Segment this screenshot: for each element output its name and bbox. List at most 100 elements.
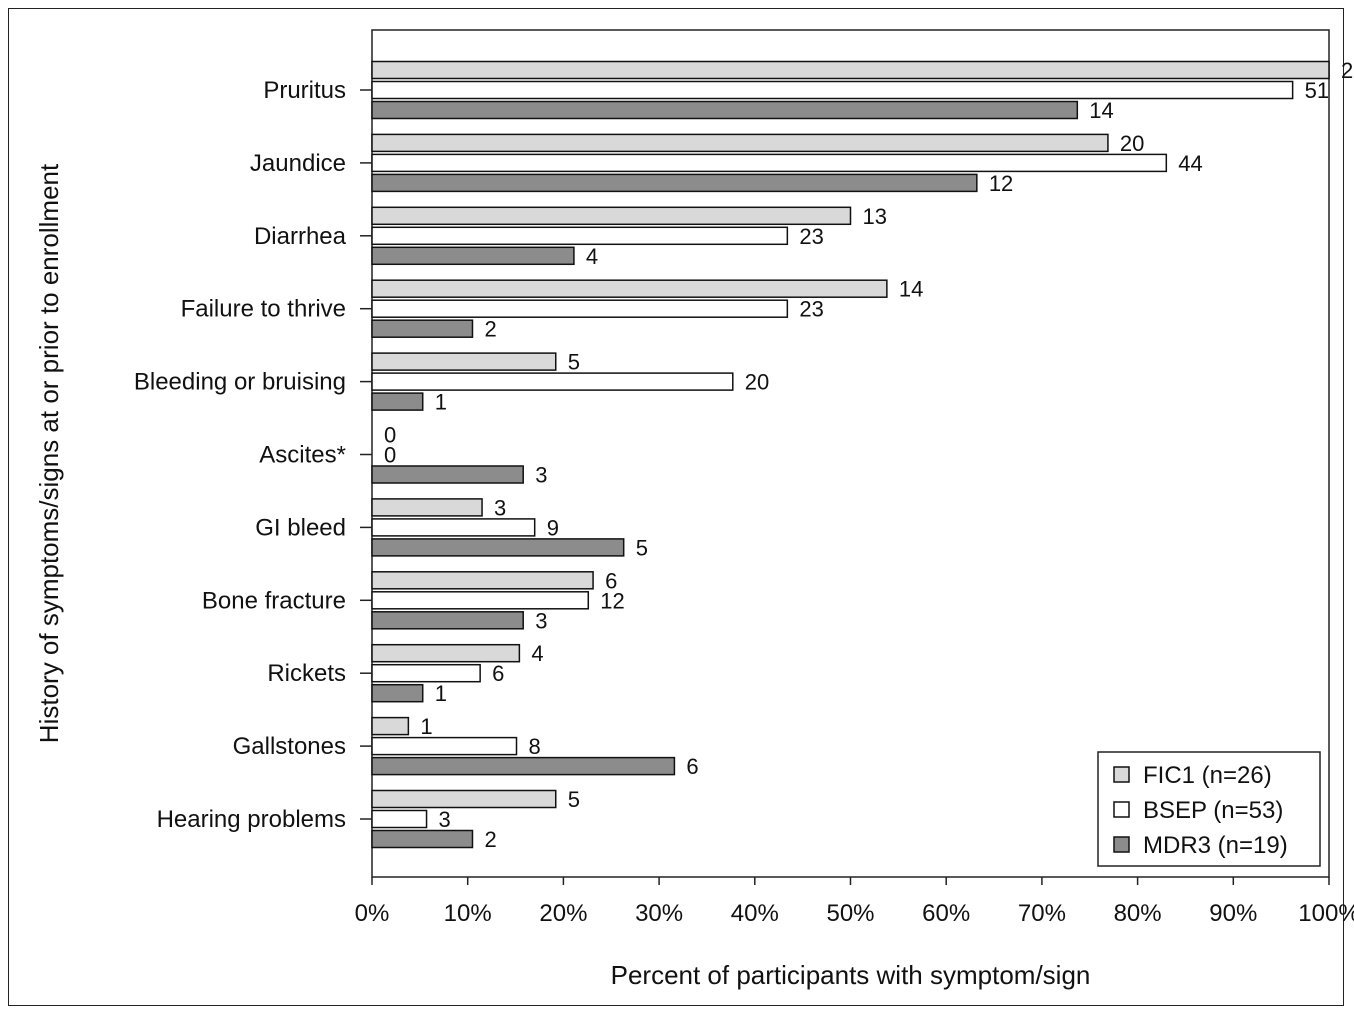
data-label: 1 [420, 714, 432, 739]
category-label: Gallstones [233, 733, 346, 760]
data-label: 51 [1305, 78, 1329, 103]
data-label: 8 [529, 734, 541, 759]
data-label: 0 [384, 423, 396, 448]
bar [371, 829, 474, 849]
data-label: 44 [1178, 151, 1202, 176]
legend-swatch [1113, 801, 1130, 818]
data-label: 3 [494, 495, 506, 520]
category-label: Diarrhea [254, 223, 347, 250]
data-label: 12 [600, 588, 624, 613]
data-label: 23 [799, 297, 823, 322]
category-label: Rickets [267, 660, 346, 687]
data-label: 3 [535, 463, 547, 488]
x-tick-label: 60% [922, 900, 970, 927]
category-label: Jaundice [250, 150, 346, 177]
data-label: 5 [568, 350, 580, 375]
bar [371, 299, 789, 318]
data-label: 26 [1341, 58, 1354, 83]
bar [371, 611, 524, 630]
bar [371, 643, 521, 663]
data-label: 2 [484, 827, 496, 852]
bar [371, 352, 557, 371]
bar [371, 206, 852, 226]
bar [371, 133, 1109, 153]
y-axis-title: History of symptoms/signs at or prior to… [34, 163, 64, 743]
x-tick-label: 20% [539, 900, 587, 927]
x-tick-label: 80% [1114, 900, 1162, 927]
data-label: 20 [745, 370, 769, 395]
data-label: 9 [547, 515, 559, 540]
data-label: 0 [384, 443, 396, 468]
x-tick-label: 10% [444, 900, 492, 927]
bar [371, 465, 524, 484]
bar [371, 591, 590, 610]
category-label: Ascites* [259, 442, 346, 469]
data-label: 20 [1120, 131, 1144, 156]
bar [371, 372, 734, 391]
bar [371, 226, 789, 246]
data-label: 3 [439, 807, 451, 832]
bar [371, 809, 428, 829]
category-label: GI bleed [255, 514, 346, 541]
data-label: 4 [586, 244, 598, 269]
bar [371, 60, 1330, 80]
bar [371, 716, 410, 736]
x-tick-label: 90% [1209, 900, 1257, 927]
data-label: 13 [863, 204, 887, 229]
figure-frame [8, 8, 1344, 1006]
data-label: 14 [1089, 98, 1113, 123]
data-label: 6 [492, 661, 504, 686]
data-label: 3 [535, 608, 547, 633]
x-axis-title: Percent of participants with symptom/sig… [611, 960, 1091, 990]
category-label: Bleeding or bruising [134, 369, 346, 396]
bar [371, 100, 1079, 120]
bar [371, 683, 424, 703]
bar [371, 80, 1294, 100]
legend-label: BSEP (n=53) [1143, 797, 1283, 824]
bar [371, 173, 978, 193]
bar [371, 538, 625, 557]
legend-swatch [1113, 836, 1130, 853]
bar [371, 153, 1168, 173]
data-label: 2 [484, 317, 496, 342]
legend: FIC1 (n=26) BSEP (n=53) MDR3 (n=19) [1097, 751, 1321, 867]
data-label: 5 [636, 535, 648, 560]
data-label: 14 [899, 277, 923, 302]
bar [371, 756, 676, 776]
bar [371, 663, 481, 683]
data-label: 5 [568, 787, 580, 812]
x-tick-label: 40% [731, 900, 779, 927]
data-label: 6 [686, 754, 698, 779]
x-tick-label: 70% [1018, 900, 1066, 927]
bar [371, 279, 888, 298]
data-label: 12 [989, 171, 1013, 196]
x-axis: 0% 10% 20% 30% 40% 50% 60% 70% 80% 90% 100% [355, 877, 1354, 927]
bar-group: 2651142044121323414232520100339561234611… [371, 58, 1354, 852]
data-label: 4 [531, 641, 543, 666]
data-label: 1 [435, 681, 447, 706]
bar [371, 392, 424, 411]
legend-swatch [1113, 766, 1130, 783]
bar [371, 319, 474, 338]
legend-label: FIC1 (n=26) [1143, 762, 1272, 789]
bar [371, 246, 575, 266]
category-label: Hearing problems [157, 806, 346, 833]
x-tick-label: 30% [635, 900, 683, 927]
bar [371, 498, 483, 517]
x-tick-label: 100% [1298, 900, 1354, 927]
data-label: 6 [605, 568, 617, 593]
bar [371, 518, 536, 537]
data-label: 1 [435, 390, 447, 415]
legend-label: MDR3 (n=19) [1143, 832, 1288, 859]
bar [371, 571, 594, 590]
category-label: Failure to thrive [181, 296, 346, 323]
legend-box [1097, 751, 1321, 867]
category-label: Bone fracture [202, 587, 346, 614]
bar [371, 736, 518, 756]
y-axis: Pruritus Jaundice Diarrhea Failure to thriv… [134, 77, 372, 833]
x-tick-label: 0% [355, 900, 390, 927]
category-label: Pruritus [263, 77, 346, 104]
bar [371, 789, 557, 809]
x-tick-label: 50% [826, 900, 874, 927]
